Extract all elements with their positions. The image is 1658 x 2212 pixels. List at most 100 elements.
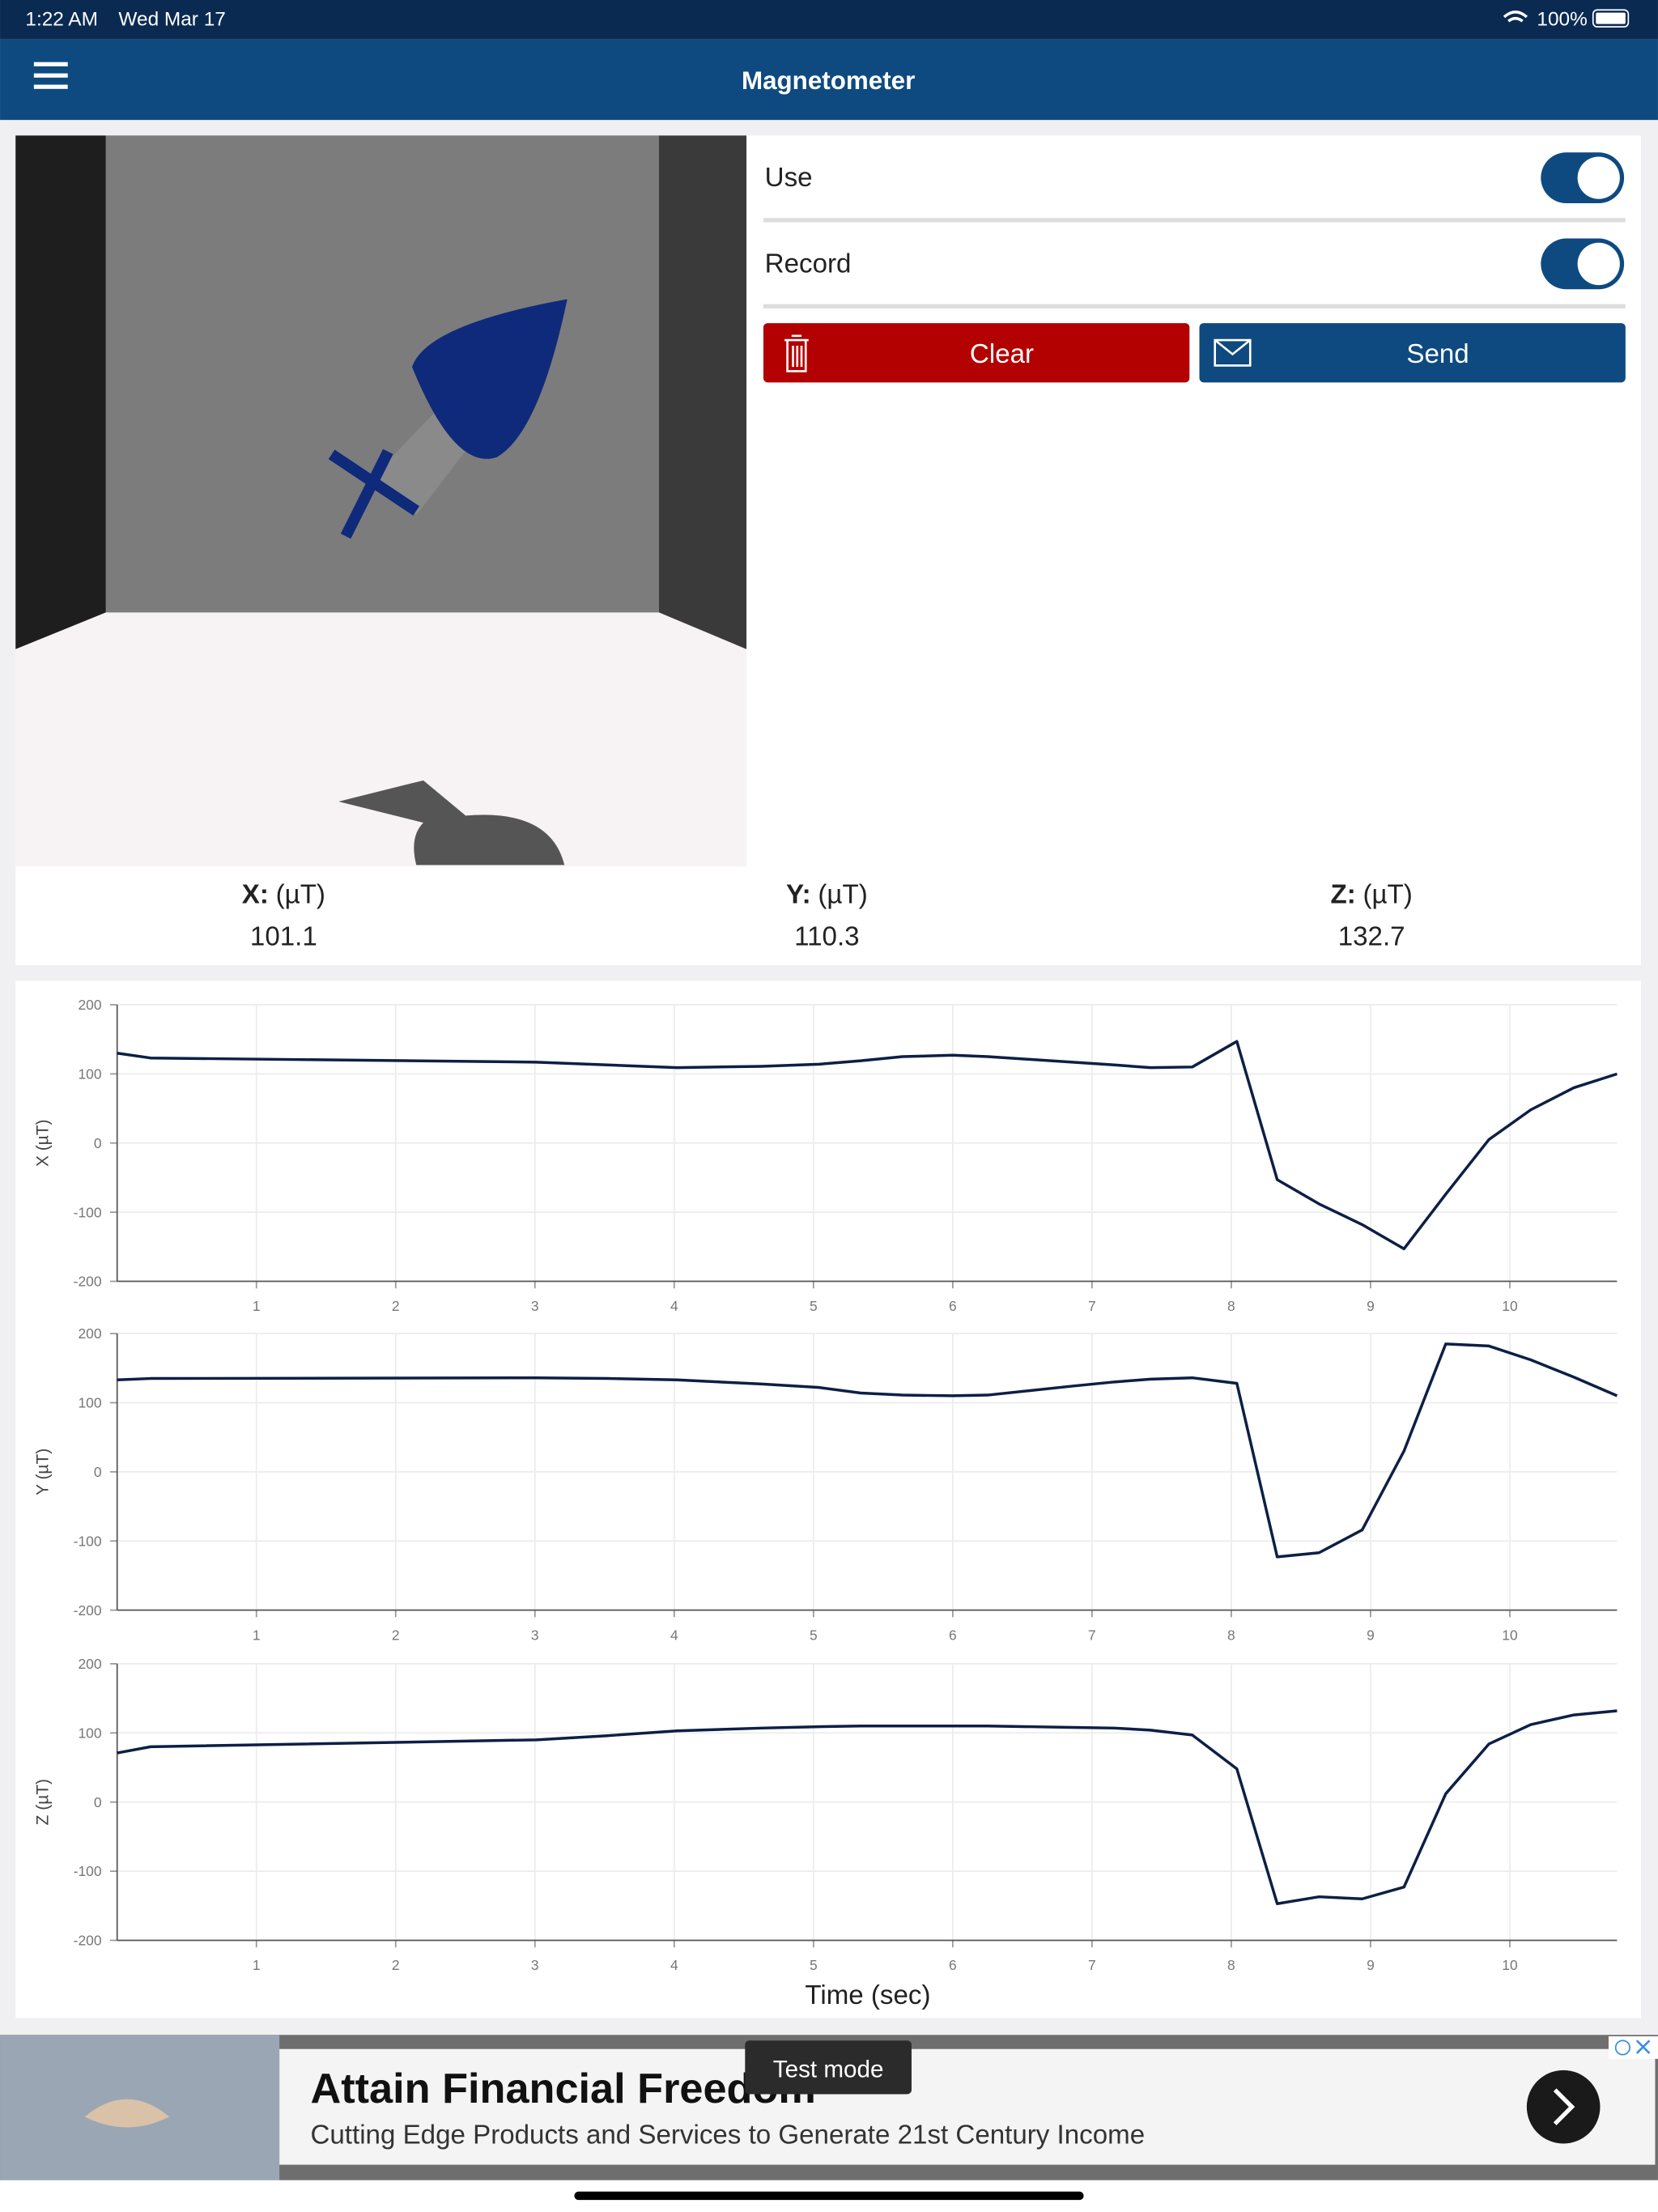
reading-axis: X: — [242, 879, 269, 909]
x-tick-label: 8 — [1227, 1957, 1235, 1973]
ad-cta[interactable] — [1526, 2069, 1601, 2144]
button-bg[interactable] — [763, 323, 1190, 383]
arrow-cone — [411, 299, 568, 459]
scene-3d — [15, 135, 747, 867]
x-tick-label: 3 — [531, 1298, 539, 1314]
y-tick-label: 100 — [78, 1395, 101, 1411]
send-label[interactable]: Send — [1406, 339, 1469, 369]
x-tick-label: 6 — [949, 1627, 957, 1643]
y-tick-label: -200 — [74, 1274, 102, 1290]
send-button[interactable]: Send — [1199, 323, 1626, 383]
data-line — [117, 1342, 1618, 1559]
ad-close[interactable] — [1635, 2040, 1651, 2054]
x-tick-label: 8 — [1227, 1627, 1235, 1643]
x-tick-label: 1 — [253, 1627, 261, 1643]
use-toggle[interactable] — [1541, 152, 1625, 203]
test-badge-text: Test mode — [773, 2057, 884, 2083]
x-tick-label: 9 — [1367, 1957, 1375, 1973]
y-axis-label: Z (µT) — [33, 1779, 52, 1825]
y-axis-label: Y (µT) — [33, 1448, 52, 1495]
clear-label[interactable]: Clear — [970, 339, 1034, 369]
menu-bar[interactable] — [33, 73, 68, 78]
button-bg[interactable] — [1199, 323, 1626, 383]
y-tick-label: 0 — [94, 1464, 102, 1480]
x-tick-label: 1 — [253, 1298, 261, 1314]
battery-level — [1596, 12, 1626, 24]
ad-choices[interactable] — [1608, 2036, 1658, 2059]
x-tick-label: 4 — [670, 1957, 678, 1973]
x-tick-label: 7 — [1088, 1298, 1096, 1314]
reading-label: X: (µT) — [242, 879, 325, 909]
x-tick-label: 4 — [670, 1627, 678, 1643]
chevron[interactable] — [1553, 2088, 1575, 2125]
y-tick-label: -200 — [74, 1602, 102, 1619]
x-tick-label: 7 — [1088, 1957, 1096, 1973]
y-axis-label: X (µT) — [33, 1120, 52, 1168]
toggle-knob[interactable] — [1577, 242, 1620, 286]
home-indicator — [574, 2191, 1084, 2201]
clear-button[interactable]: Clear — [763, 323, 1190, 383]
x-tick-label: 3 — [531, 1627, 539, 1643]
x-tick-label: 4 — [670, 1298, 678, 1314]
x-tick-label: 3 — [531, 1957, 539, 1973]
ad-banner[interactable]: Attain Financial Freedom Cutting Edge Pr… — [0, 2035, 1658, 2180]
menu-bar[interactable] — [33, 84, 68, 89]
back-wall — [105, 135, 659, 613]
x-axis-label: Time (sec) — [805, 1980, 930, 2010]
y-tick-label: 0 — [94, 1135, 102, 1151]
reading-axis: Y: — [786, 879, 811, 909]
nav-bar — [0, 39, 1658, 121]
y-tick-label: 100 — [78, 1066, 101, 1082]
status-date: Wed Mar 17 — [118, 8, 225, 30]
mail-icon[interactable] — [1214, 338, 1252, 367]
battery-text: 100% — [1537, 8, 1587, 30]
x-tick-label: 7 — [1088, 1627, 1096, 1643]
status-time: 1:22 AM — [25, 8, 98, 30]
record-label: Record — [765, 249, 852, 279]
y-tick-label: 200 — [78, 997, 101, 1013]
y-tick-label: -100 — [74, 1863, 102, 1879]
readings: X: (µT)101.1Y: (µT)110.3Z: (µT)132.7 — [242, 879, 1413, 951]
x-tick-label: 2 — [392, 1957, 400, 1973]
reading-unit: (µT) — [276, 879, 325, 909]
ad-text-box[interactable] — [279, 2048, 1656, 2165]
shadow — [338, 780, 565, 866]
left-wall — [15, 135, 106, 649]
y-tick-label: -200 — [74, 1933, 102, 1949]
menu-bar[interactable] — [33, 62, 68, 66]
x-tick-label: 2 — [392, 1627, 400, 1643]
status-bar — [0, 0, 1658, 40]
x-tick-label: 9 — [1367, 1627, 1375, 1643]
menu-button[interactable] — [33, 62, 68, 89]
ad-text[interactable]: Cutting Edge Products and Services to Ge… — [310, 2120, 1145, 2150]
handshake[interactable] — [84, 2099, 170, 2128]
x-tick-label: 5 — [810, 1298, 818, 1314]
x-tick-label: 2 — [392, 1298, 400, 1314]
chart-card — [15, 981, 1642, 2018]
ad-info[interactable] — [1614, 2040, 1630, 2056]
page-title: Magnetometer — [742, 66, 915, 95]
y-tick-label: 100 — [78, 1725, 101, 1741]
trash-icon[interactable] — [784, 334, 809, 372]
arrow-fins — [328, 449, 420, 539]
x-tick-label: 9 — [1367, 1298, 1375, 1314]
x-tick-label: 10 — [1502, 1298, 1517, 1314]
y-tick-label: 200 — [78, 1656, 101, 1672]
y-tick-label: 200 — [78, 1325, 101, 1342]
x-tick-label: 5 — [810, 1957, 818, 1973]
reading-value: 132.7 — [1338, 922, 1405, 952]
reading-label: Y: (µT) — [786, 879, 868, 909]
test-badge — [745, 2040, 912, 2095]
use-label: Use — [765, 163, 813, 193]
ad-title[interactable]: Attain Financial Freedom — [310, 2065, 815, 2112]
reading-axis: Z: — [1330, 879, 1355, 909]
x-tick-label: 5 — [810, 1627, 818, 1643]
y-tick-label: 0 — [94, 1794, 102, 1810]
x-tick-label: 10 — [1502, 1627, 1517, 1643]
right-wall — [658, 135, 747, 649]
toggle-knob[interactable] — [1577, 156, 1620, 199]
battery-icon — [1592, 9, 1630, 28]
record-toggle[interactable] — [1541, 238, 1625, 290]
